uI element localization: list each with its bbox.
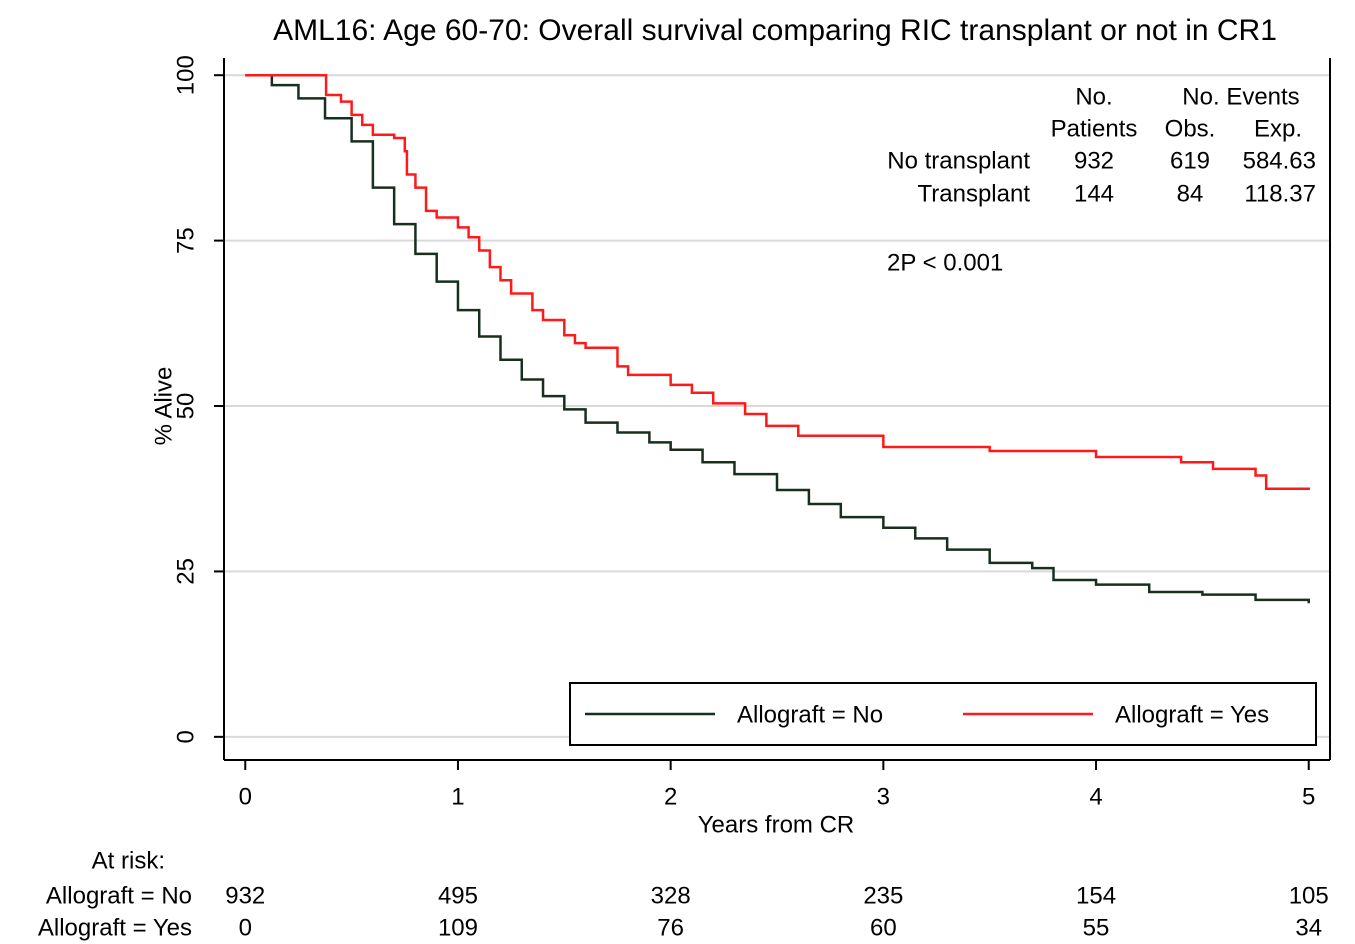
at-risk-count: 60 [870, 914, 897, 941]
stats-cell: 118.37 [1244, 180, 1316, 207]
x-axis-label: Years from CR [698, 811, 855, 838]
at-risk-count: 105 [1289, 882, 1329, 909]
stats-header: Patients [1051, 115, 1138, 142]
at-risk-label: Allograft = No [46, 882, 192, 909]
stats-cell: 932 [1074, 147, 1114, 174]
p-value: 2P < 0.001 [887, 249, 1003, 276]
at-risk-title: At risk: [92, 847, 165, 874]
at-risk-count: 0 [239, 914, 252, 941]
at-risk-count: 328 [651, 882, 691, 909]
x-tick-label: 2 [664, 783, 677, 810]
at-risk-count: 235 [863, 882, 903, 909]
survival-curve [245, 73, 1310, 491]
stats-cell: 84 [1177, 180, 1204, 207]
x-tick-label: 4 [1089, 783, 1102, 810]
survival-curve [245, 73, 1310, 604]
at-risk-count: 932 [225, 882, 265, 909]
stats-cell: 619 [1170, 147, 1210, 174]
y-tick-label: 25 [172, 558, 199, 585]
at-risk-count: 34 [1295, 914, 1322, 941]
x-tick-label: 0 [239, 783, 252, 810]
y-tick-label: 75 [172, 227, 199, 254]
y-tick-label: 100 [172, 55, 199, 95]
at-risk-count: 55 [1083, 914, 1110, 941]
x-tick-label: 1 [451, 783, 464, 810]
stats-row-label: Transplant [918, 180, 1031, 207]
y-axis-label: % Alive [150, 367, 177, 446]
chart-title: AML16: Age 60-70: Overall survival compa… [273, 14, 1277, 47]
at-risk-label: Allograft = Yes [38, 914, 192, 941]
stats-cell: 584.63 [1243, 147, 1316, 174]
x-tick-label: 5 [1302, 783, 1315, 810]
stats-row-label: No transplant [887, 147, 1030, 174]
x-tick-label: 3 [877, 783, 890, 810]
y-tick-label: 0 [172, 730, 199, 743]
stats-header: No. Events [1182, 83, 1299, 110]
at-risk-count: 109 [438, 914, 478, 941]
at-risk-count: 495 [438, 882, 478, 909]
legend-label: Allograft = Yes [1115, 701, 1269, 728]
at-risk-count: 154 [1076, 882, 1116, 909]
stats-header: No. [1075, 83, 1112, 110]
at-risk-count: 76 [657, 914, 684, 941]
stats-header: Exp. [1254, 115, 1302, 142]
stats-cell: 144 [1074, 180, 1114, 207]
legend-label: Allograft = No [737, 701, 883, 728]
stats-header: Obs. [1165, 115, 1216, 142]
y-tick-label: 50 [172, 393, 199, 420]
